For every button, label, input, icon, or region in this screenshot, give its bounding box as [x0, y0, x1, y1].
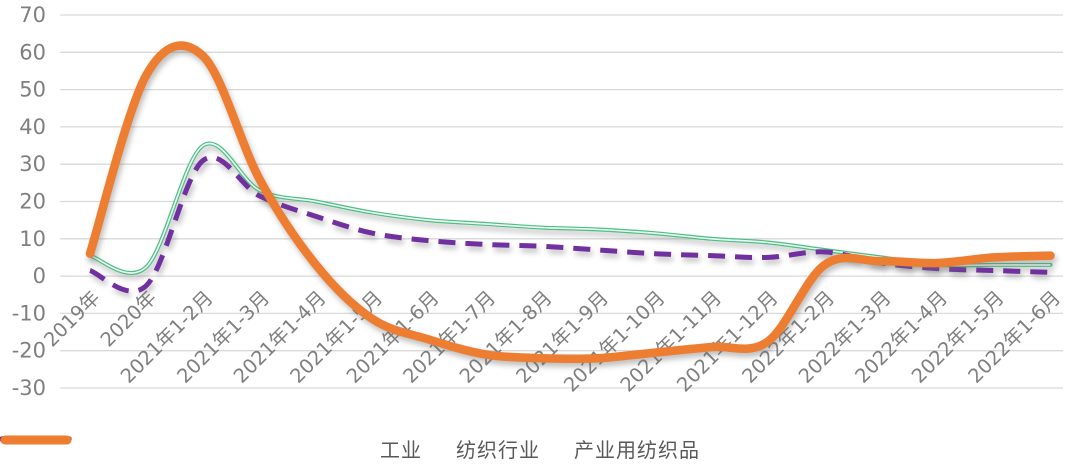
- y-axis-tick-label: 50: [19, 78, 46, 102]
- y-axis-tick-label: -20: [12, 339, 46, 363]
- legend-swatch-industrial-textiles-line-icon: [0, 435, 72, 445]
- y-axis-tick-label: -30: [12, 376, 46, 400]
- chart-legend: 工业 纺织行业 产业用纺织品: [0, 434, 1080, 463]
- x-axis-tick-label: 2021年1-10月: [559, 286, 669, 396]
- legend-item-textile-industry: 纺织行业: [0, 434, 540, 463]
- y-axis-tick-label: 40: [19, 115, 46, 139]
- legend-label-industry: 工业: [380, 438, 422, 462]
- y-axis-tick-label: 70: [19, 3, 46, 27]
- series-line-textile-industry: [88, 155, 1051, 294]
- y-axis-tick-label: 60: [19, 40, 46, 64]
- x-axis-tick-label: 2021年1-11月: [616, 286, 726, 396]
- y-axis-tick-label: 0: [33, 264, 46, 288]
- series-line-industrial-textiles: [85, 41, 1055, 364]
- y-axis-tick-label: 10: [19, 227, 46, 251]
- legend-item-industrial-textiles: 产业用纺织品: [0, 434, 700, 463]
- y-axis-tick-label: -10: [12, 301, 46, 325]
- series-group-industry: [88, 141, 1053, 275]
- series-group-industrial-textiles: [85, 41, 1055, 364]
- legend-label-industrial-textiles: 产业用纺织品: [574, 438, 700, 462]
- legend-item-industry: 工业: [0, 434, 422, 463]
- series-group-textile-industry: [88, 155, 1051, 294]
- series-line-inner-industry: [89, 142, 1051, 274]
- x-axis-tick-label: 2019年: [39, 286, 104, 351]
- y-axis-tick-label: 30: [19, 152, 46, 176]
- legend-label-textile-industry: 纺织行业: [456, 438, 540, 462]
- y-axis-tick-label: 20: [19, 190, 46, 214]
